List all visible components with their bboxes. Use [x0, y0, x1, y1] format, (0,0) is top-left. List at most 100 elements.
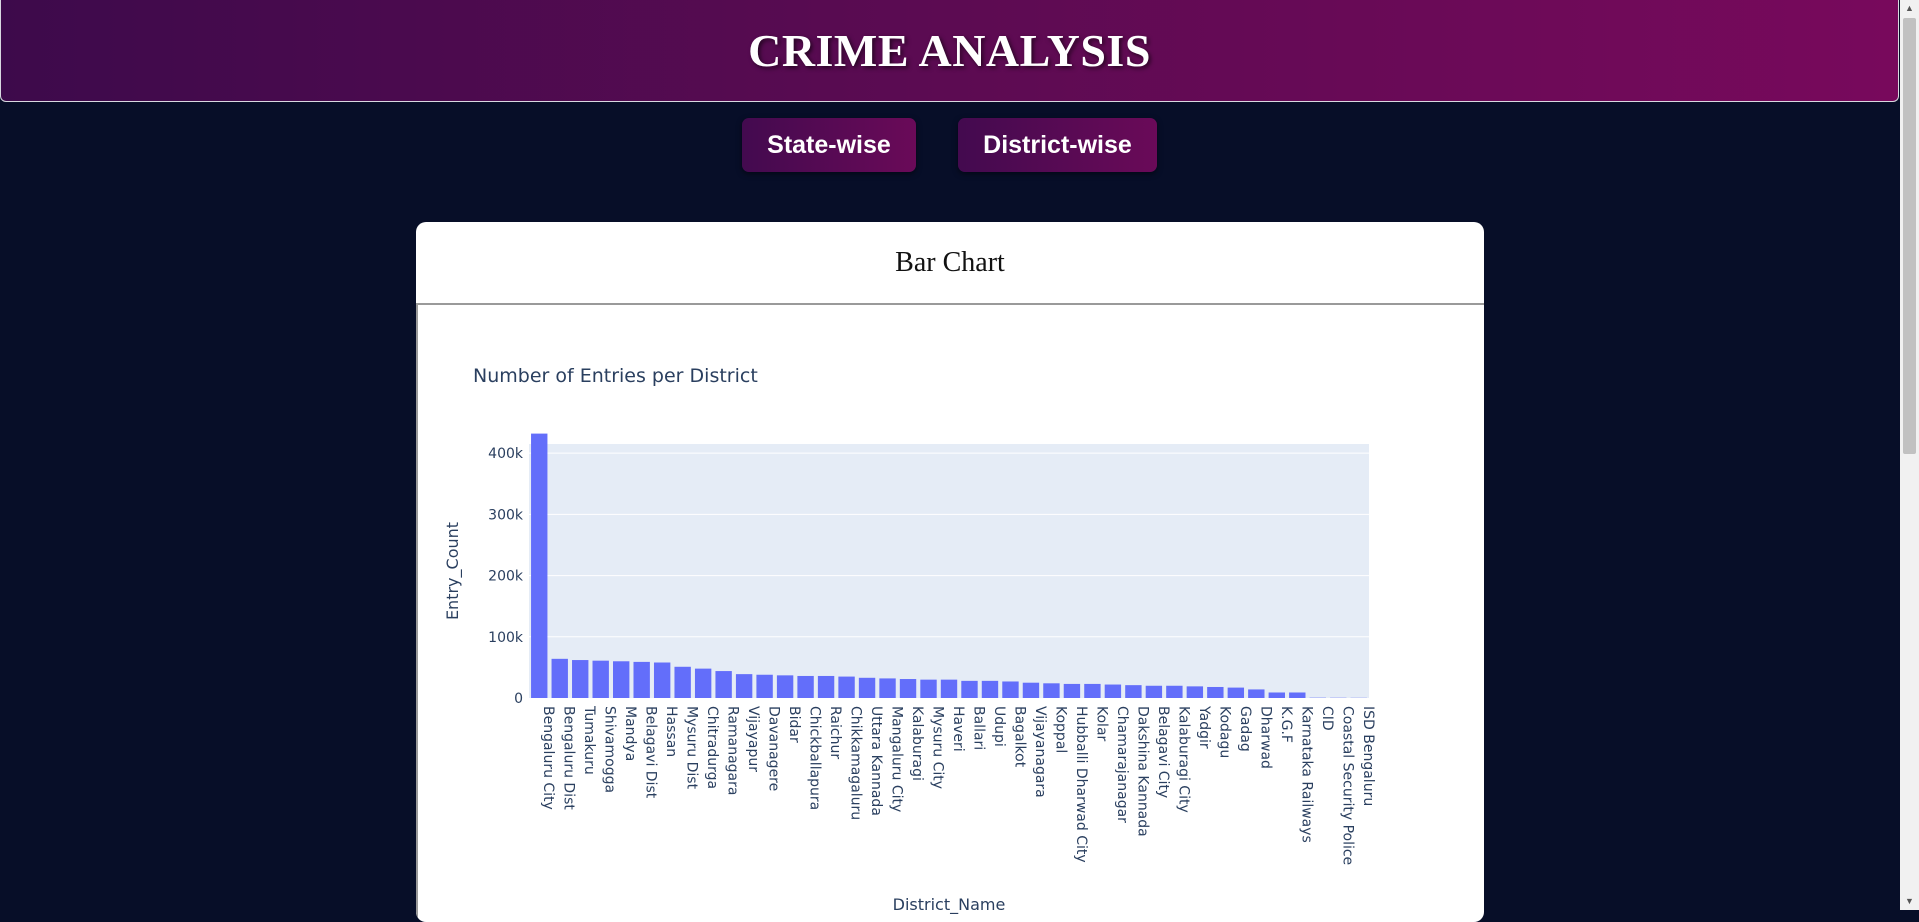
x-tick-label: Haveri — [950, 706, 966, 752]
x-tick-label: Kalaburagi — [909, 706, 925, 781]
x-tick-label: Mysuru City — [930, 706, 946, 789]
plot-background — [529, 444, 1369, 698]
x-tick-label: Ramanagara — [725, 706, 741, 795]
bar[interactable] — [674, 667, 690, 698]
bar[interactable] — [1064, 684, 1080, 698]
bar[interactable] — [1166, 686, 1182, 698]
x-tick-label: Raichur — [827, 706, 843, 759]
bar[interactable] — [654, 663, 670, 698]
x-tick-label: Davanagere — [766, 706, 782, 791]
bar[interactable] — [593, 661, 609, 698]
bar[interactable] — [777, 675, 793, 698]
bar[interactable] — [1023, 683, 1039, 698]
bar[interactable] — [715, 671, 731, 698]
bar[interactable] — [982, 681, 998, 698]
bar[interactable] — [1187, 686, 1203, 698]
y-axis-label: Entry_Count — [443, 522, 463, 620]
bar[interactable] — [531, 434, 547, 698]
bar[interactable] — [838, 677, 854, 698]
x-tick-label: Chikkamagaluru — [848, 706, 864, 820]
state-wise-button[interactable]: State-wise — [742, 118, 916, 172]
x-tick-label: Bagalkot — [1011, 706, 1027, 768]
x-tick-label: Kolar — [1093, 706, 1109, 742]
x-tick-label: Kodagu — [1216, 706, 1232, 758]
bar[interactable] — [1207, 687, 1223, 698]
scroll-down-icon[interactable]: ▼ — [1900, 893, 1919, 910]
x-tick-label: Vijayapur — [745, 706, 761, 772]
x-tick-label: CID — [1319, 706, 1335, 731]
bar[interactable] — [613, 661, 629, 698]
x-tick-label: Dakshina Kannada — [1134, 706, 1150, 837]
x-tick-label: Hubballi Dharwad City — [1073, 706, 1089, 863]
x-tick-label: Shivamogga — [602, 706, 618, 793]
bar[interactable] — [920, 680, 936, 698]
bar[interactable] — [818, 676, 834, 698]
x-tick-label: Bengaluru City — [540, 706, 556, 810]
chart-card: Bar Chart Number of Entries per District… — [416, 222, 1484, 922]
bar[interactable] — [1146, 686, 1162, 698]
x-tick-label: Udupi — [991, 706, 1007, 747]
card-title: Bar Chart — [416, 222, 1484, 305]
x-tick-label: Uttara Kannada — [868, 706, 884, 816]
x-tick-label: Bidar — [786, 706, 802, 743]
bar[interactable] — [633, 662, 649, 698]
bar-chart: Number of Entries per District 0100k200k… — [418, 305, 1482, 922]
x-tick-label: Belagavi City — [1155, 706, 1171, 798]
x-tick-label: Bengaluru Dist — [561, 706, 577, 810]
scroll-up-icon[interactable]: ▲ — [1900, 0, 1919, 17]
x-tick-label: Hassan — [663, 706, 679, 757]
bar[interactable] — [1125, 685, 1141, 698]
bar[interactable] — [797, 676, 813, 698]
x-tick-label: Mangaluru City — [889, 706, 905, 812]
x-tick-label: Vijayanagara — [1032, 706, 1048, 798]
bar[interactable] — [900, 679, 916, 698]
bar[interactable] — [736, 674, 752, 698]
x-tick-label: Koppal — [1052, 706, 1068, 753]
x-tick-label: Chickballapura — [807, 706, 823, 810]
x-tick-label: Mandya — [622, 706, 638, 761]
bar[interactable] — [552, 659, 568, 698]
x-tick-label: Karnataka Railways — [1298, 706, 1314, 843]
bar[interactable] — [1105, 685, 1121, 698]
x-tick-label: Belagavi Dist — [643, 706, 659, 799]
x-tick-label: Chitradurga — [704, 706, 720, 789]
district-wise-button[interactable]: District-wise — [958, 118, 1157, 172]
x-tick-label: Gadag — [1237, 706, 1253, 752]
x-tick-label: Mysuru Dist — [684, 706, 700, 790]
bar[interactable] — [1002, 681, 1018, 698]
app-header: CRIME ANALYSIS — [0, 0, 1899, 102]
bar[interactable] — [756, 675, 772, 698]
page-title: CRIME ANALYSIS — [748, 24, 1151, 77]
bar[interactable] — [695, 669, 711, 698]
x-tick-label: Chamarajanagar — [1114, 706, 1130, 823]
bar[interactable] — [1228, 688, 1244, 698]
bar[interactable] — [1289, 692, 1305, 698]
bar[interactable] — [1043, 683, 1059, 698]
bar[interactable] — [941, 680, 957, 698]
x-tick-label: Dharwad — [1257, 706, 1273, 769]
bar[interactable] — [879, 678, 895, 698]
x-tick-label: Yadgir — [1196, 705, 1212, 749]
nav-bar: State-wise District-wise — [0, 118, 1899, 174]
scrollbar-thumb[interactable] — [1903, 18, 1916, 454]
y-tick-label: 400k — [488, 446, 524, 462]
y-tick-label: 300k — [488, 507, 524, 523]
x-axis-label: District_Name — [893, 895, 1006, 915]
bar[interactable] — [1084, 684, 1100, 698]
bar[interactable] — [1248, 689, 1264, 698]
x-tick-label: Kalaburagi City — [1175, 706, 1191, 813]
y-tick-label: 200k — [488, 569, 524, 585]
bar[interactable] — [961, 681, 977, 698]
x-tick-label: Tumakuru — [581, 705, 597, 775]
x-tick-label: Ballari — [970, 706, 986, 750]
bar[interactable] — [1269, 692, 1285, 698]
page-scrollbar[interactable]: ▲ ▼ — [1900, 0, 1919, 910]
x-tick-label: Coastal Security Police — [1339, 706, 1355, 865]
y-tick-label: 0 — [514, 691, 523, 707]
bar[interactable] — [859, 678, 875, 698]
x-tick-label: K.G.F — [1278, 706, 1294, 743]
bar[interactable] — [572, 660, 588, 698]
